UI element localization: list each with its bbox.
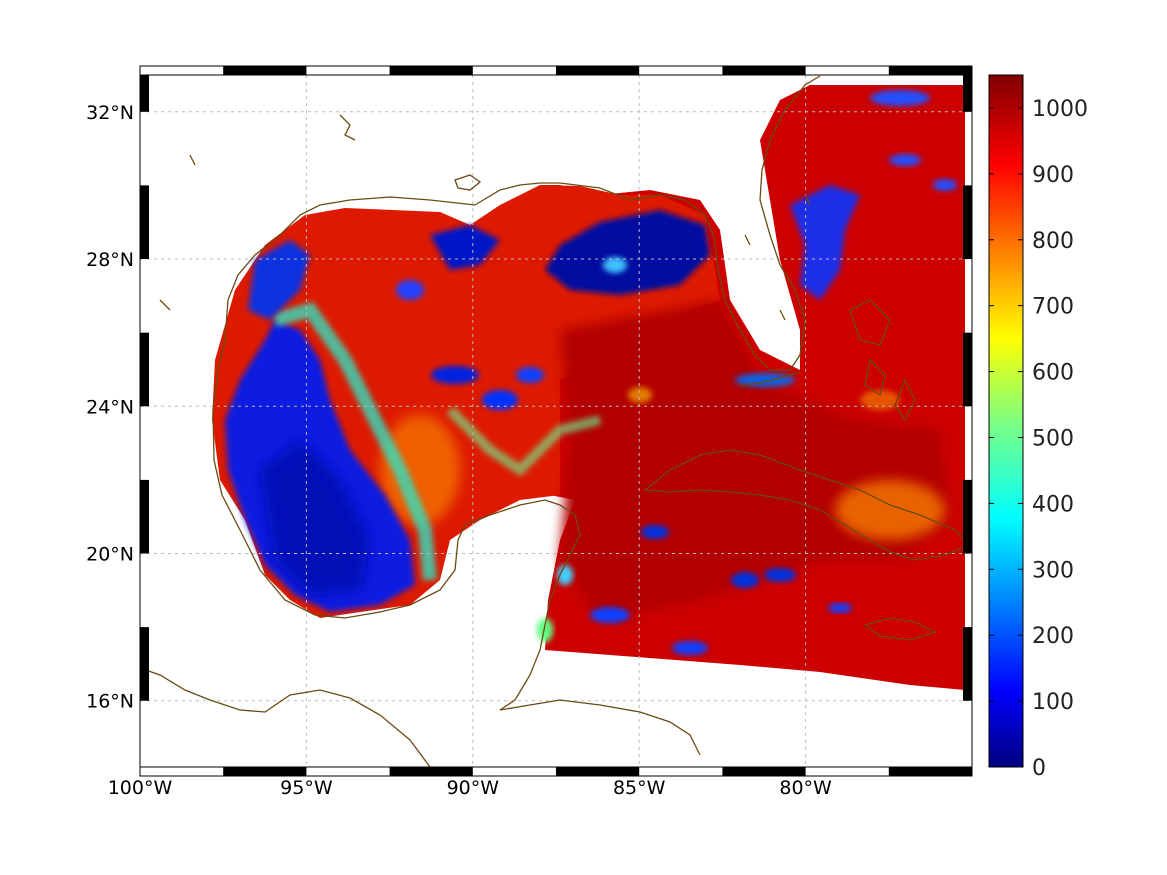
- data-eddy: [603, 257, 627, 273]
- data-region-deep: [560, 300, 950, 620]
- data-eddy: [590, 607, 630, 623]
- coastline-gulf-north: [474, 75, 821, 371]
- colorbar-tick-label: 200: [1032, 624, 1074, 649]
- data-eddy: [731, 572, 759, 588]
- frame-segment: [963, 332, 972, 407]
- frame-segment: [389, 66, 473, 75]
- longitude-tick-label: 90°W: [447, 777, 500, 799]
- frame-segment: [140, 479, 149, 554]
- frame-segment: [963, 75, 972, 112]
- data-highlight: [628, 387, 652, 403]
- coastline-jamaica: [863, 617, 937, 641]
- colorbar-tick-label: 700: [1032, 295, 1074, 320]
- data-eddy: [870, 90, 930, 106]
- colorbar-tick-label: 0: [1032, 756, 1046, 781]
- longitude-tick-label: 80°W: [779, 777, 832, 799]
- longitude-labels: 100°W 95°W 90°W 85°W 80°W: [108, 777, 832, 799]
- coastline-cuba: [643, 449, 972, 561]
- frame-segment: [140, 75, 149, 112]
- frame-segment: [223, 66, 307, 75]
- data-eddy: [431, 366, 479, 384]
- frame-segment: [223, 767, 307, 776]
- frame-segment: [556, 767, 640, 776]
- data-highlight: [835, 480, 945, 540]
- map-frame: [139, 65, 973, 777]
- data-fringe: [446, 406, 602, 477]
- data-eddy: [396, 280, 424, 300]
- frame-segment: [722, 767, 806, 776]
- colorbar-gradient: [988, 74, 1024, 768]
- data-fringe: [273, 301, 437, 581]
- longitude-tick-label: 85°W: [613, 777, 666, 799]
- coastline-central-america: [140, 667, 431, 767]
- colorbar-tick-label: 1000: [1032, 97, 1088, 122]
- latitude-tick-label: 32°N: [86, 102, 134, 124]
- coastline-islands: [159, 114, 811, 321]
- frame-segment: [140, 627, 149, 701]
- frame-segment: [389, 767, 473, 776]
- colorbar-tick-label: 400: [1032, 492, 1074, 517]
- data-region-low: [790, 185, 860, 300]
- data-eddy: [641, 525, 669, 539]
- frame-segment: [140, 185, 149, 260]
- data-eddy: [828, 603, 852, 613]
- frame-segment: [963, 627, 972, 701]
- colorbar-tick-label: 500: [1032, 426, 1074, 451]
- data-eddy: [672, 641, 708, 655]
- latitude-tick-label: 24°N: [86, 396, 134, 418]
- longitude-tick-label: 95°W: [280, 777, 333, 799]
- frame-segment: [140, 332, 149, 407]
- data-eddy: [889, 154, 921, 166]
- frame-segment: [963, 185, 972, 260]
- data-eddy: [933, 179, 957, 191]
- latitude-tick-label: 28°N: [86, 249, 134, 271]
- colorbar-tick-label: 600: [1032, 361, 1074, 386]
- frame-segment: [722, 66, 806, 75]
- frame-segment: [556, 66, 640, 75]
- data-region-low: [260, 440, 370, 595]
- colorbar-tick-label: 300: [1032, 558, 1074, 583]
- data-eddy: [516, 367, 544, 383]
- coastline-keys: [739, 371, 801, 386]
- coastline-bahamas: [849, 299, 916, 422]
- data-highlight: [860, 390, 900, 410]
- coastline-gulf-west: [212, 196, 581, 711]
- colorbar-tick-label: 900: [1032, 163, 1074, 188]
- longitude-tick-label: 100°W: [108, 777, 173, 799]
- frame-segment: [888, 767, 972, 776]
- latitude-labels: 32°N 28°N 24°N 20°N 16°N: [86, 102, 134, 713]
- data-region-low: [545, 210, 710, 295]
- data-eddy: [557, 565, 573, 585]
- colorbar-tick-label: 800: [1032, 229, 1074, 254]
- latitude-tick-label: 20°N: [86, 544, 134, 566]
- colorbar-tick-label: 100: [1032, 690, 1074, 715]
- frame-segment: [888, 66, 972, 75]
- data-highlight: [380, 415, 460, 525]
- data-eddy: [537, 618, 553, 642]
- latitude-tick-label: 16°N: [86, 691, 134, 713]
- frame-segment: [963, 479, 972, 554]
- data-field: [212, 85, 965, 690]
- data-region-low: [248, 240, 310, 320]
- data-eddy: [764, 568, 796, 582]
- data-eddy: [482, 390, 518, 410]
- data-region-low: [430, 225, 500, 270]
- coastline: [140, 75, 972, 767]
- coastline-honduras: [499, 699, 701, 756]
